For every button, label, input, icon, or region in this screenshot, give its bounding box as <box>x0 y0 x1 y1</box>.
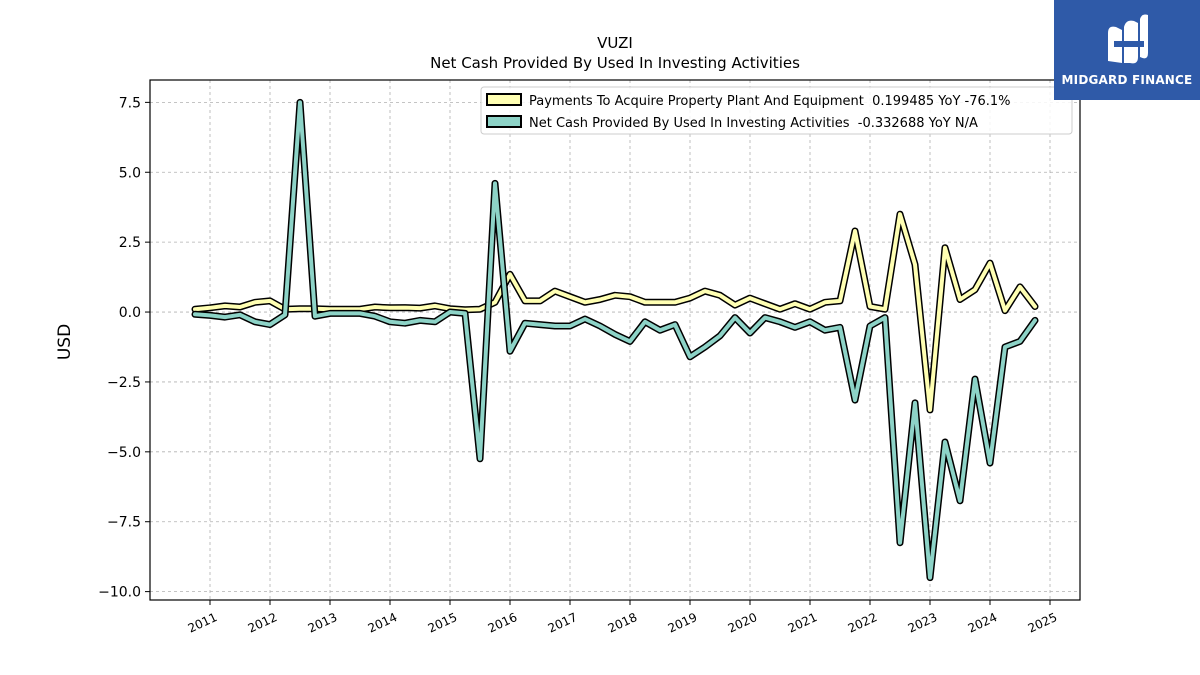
y-axis: 7.5 5.0 2.5 0.0 −2.5 −5.0 −7.5 −10.0 <box>98 95 150 601</box>
y-tick-label: −7.5 <box>107 515 141 531</box>
legend: Payments To Acquire Property Plant And E… <box>480 86 1073 135</box>
y-tick-label: 0.0 <box>119 305 141 321</box>
x-tick-label: 2022 <box>846 610 880 636</box>
x-tick-label: 2023 <box>906 610 940 636</box>
midgard-logo-icon <box>1108 14 1148 64</box>
x-tick-label: 2016 <box>486 610 520 636</box>
grid <box>150 80 1080 600</box>
series-net-cash-line <box>193 100 1037 580</box>
x-tick-label: 2020 <box>726 610 760 636</box>
chart-subtitle: Net Cash Provided By Used In Investing A… <box>430 54 800 72</box>
series-net-cash-group <box>191 98 1039 582</box>
series-payments-group <box>191 210 1039 414</box>
x-tick-label: 2013 <box>306 610 340 636</box>
x-tick-label: 2018 <box>606 610 640 636</box>
x-tick-label: 2014 <box>366 610 400 636</box>
series-payments-line <box>193 212 1037 412</box>
x-axis: 2011 2012 2013 2014 2015 2016 2017 2018 2019 2020… <box>186 600 1060 636</box>
series-net-cash-outline <box>191 98 1039 582</box>
plot-lines <box>191 98 1039 582</box>
x-tick-label: 2019 <box>666 610 700 636</box>
y-tick-label: −2.5 <box>107 375 141 391</box>
legend-label-net-cash: Net Cash Provided By Used In Investing A… <box>529 116 978 131</box>
y-tick-label: 2.5 <box>119 235 141 251</box>
legend-label-payments: Payments To Acquire Property Plant And E… <box>529 94 1011 109</box>
y-tick-label: −5.0 <box>107 445 141 461</box>
x-tick-label: 2017 <box>546 610 580 636</box>
plot-frame <box>149 79 1081 601</box>
x-tick-label: 2024 <box>966 610 1000 636</box>
x-tick-label: 2025 <box>1026 610 1060 636</box>
x-tick-label: 2021 <box>786 610 820 636</box>
legend-box <box>480 86 1073 135</box>
x-tick-label: 2015 <box>426 610 460 636</box>
legend-swatch-net-cash <box>486 115 522 128</box>
x-tick-label: 2012 <box>246 610 280 636</box>
legend-swatch-payments <box>486 93 522 106</box>
y-axis-label: USD <box>55 324 75 360</box>
y-tick-label: −10.0 <box>98 585 141 601</box>
y-tick-label: 7.5 <box>119 95 141 111</box>
x-tick-label: 2011 <box>186 610 220 636</box>
logo-text: MIDGARD FINANCE <box>1061 73 1193 87</box>
midgard-finance-logo: MIDGARD FINANCE <box>1054 0 1200 100</box>
y-tick-label: 5.0 <box>119 165 141 181</box>
chart-title: VUZI <box>597 34 633 52</box>
